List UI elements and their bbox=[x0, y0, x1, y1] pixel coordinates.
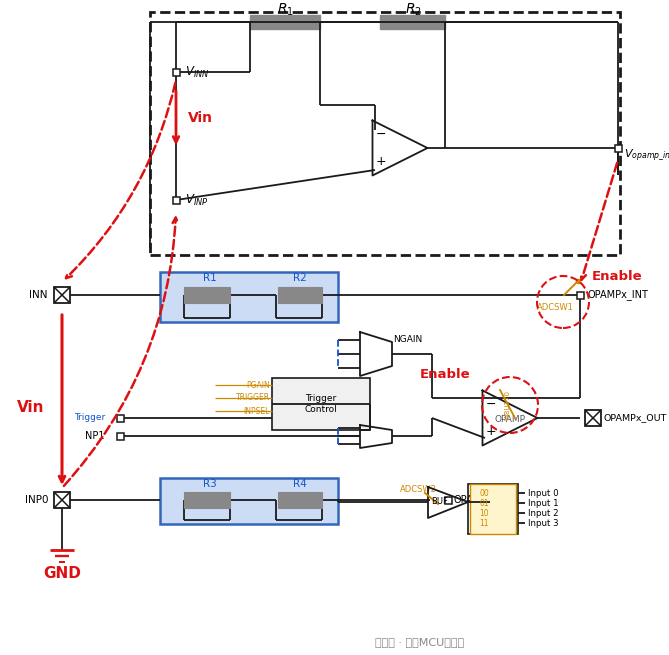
Text: OPAMPx_INT: OPAMPx_INT bbox=[588, 290, 649, 301]
Text: R4: R4 bbox=[293, 479, 307, 489]
Text: Enable: Enable bbox=[419, 369, 470, 381]
Text: Trigger: Trigger bbox=[74, 413, 105, 422]
Bar bbox=[468, 484, 518, 534]
Bar bbox=[173, 69, 179, 75]
Bar bbox=[380, 15, 445, 29]
Bar bbox=[150, 12, 620, 255]
Text: R1: R1 bbox=[203, 273, 217, 283]
Text: INPSEL: INPSEL bbox=[244, 407, 270, 415]
Text: BUF: BUF bbox=[432, 498, 448, 506]
Text: R3: R3 bbox=[203, 479, 217, 489]
Bar bbox=[184, 287, 230, 303]
Text: INN: INN bbox=[29, 290, 48, 300]
Text: Input 0: Input 0 bbox=[528, 489, 559, 498]
Text: OPAMPx_OUT: OPAMPx_OUT bbox=[603, 413, 666, 422]
Bar bbox=[444, 496, 452, 504]
Text: Trigger
Control: Trigger Control bbox=[304, 394, 337, 414]
Text: $V_{opamp\_int}$: $V_{opamp\_int}$ bbox=[624, 147, 669, 163]
Bar bbox=[184, 492, 230, 508]
Bar bbox=[278, 287, 322, 303]
Bar bbox=[116, 415, 124, 422]
Bar bbox=[272, 378, 370, 430]
Bar bbox=[160, 478, 338, 524]
Text: Vin: Vin bbox=[188, 111, 213, 125]
Bar bbox=[577, 291, 583, 299]
Text: −: − bbox=[485, 398, 496, 411]
Text: 11: 11 bbox=[479, 519, 489, 527]
Text: NGAIN: NGAIN bbox=[393, 335, 422, 345]
Text: 00: 00 bbox=[479, 489, 489, 498]
Text: Input 1: Input 1 bbox=[528, 498, 559, 508]
Text: INP0: INP0 bbox=[25, 495, 48, 505]
Text: TRIGGER: TRIGGER bbox=[236, 394, 270, 403]
Bar bbox=[54, 492, 70, 508]
Text: ADCSW2: ADCSW2 bbox=[399, 485, 436, 495]
Text: NP1: NP1 bbox=[86, 431, 105, 441]
Text: PGAIN: PGAIN bbox=[246, 381, 270, 390]
Text: Input 2: Input 2 bbox=[528, 508, 559, 517]
Bar bbox=[250, 15, 320, 29]
Text: W8U170: W8U170 bbox=[505, 390, 511, 420]
Text: −: − bbox=[375, 128, 386, 141]
Text: 公众号 · 智浦MCU加油站: 公众号 · 智浦MCU加油站 bbox=[375, 637, 464, 647]
Text: OPAMPx_OBS: OPAMPx_OBS bbox=[454, 495, 519, 506]
Bar bbox=[54, 287, 70, 303]
Text: +: + bbox=[485, 425, 496, 438]
Text: Input 3: Input 3 bbox=[528, 519, 559, 527]
Text: $V_{INP}$: $V_{INP}$ bbox=[185, 193, 209, 208]
Bar bbox=[585, 410, 601, 426]
Bar bbox=[470, 484, 516, 534]
Bar bbox=[116, 432, 124, 440]
Text: $V_{INN}$: $V_{INN}$ bbox=[185, 64, 209, 79]
Text: $R_1$: $R_1$ bbox=[276, 2, 294, 18]
Text: Enable: Enable bbox=[592, 269, 643, 282]
Text: GND: GND bbox=[43, 565, 81, 580]
Text: +: + bbox=[375, 155, 386, 168]
Text: 01: 01 bbox=[479, 498, 489, 508]
Text: OPAMP: OPAMP bbox=[494, 415, 526, 424]
Text: ADCSW1: ADCSW1 bbox=[537, 303, 573, 312]
Text: Vin: Vin bbox=[17, 400, 44, 415]
Bar bbox=[160, 272, 338, 322]
Bar bbox=[278, 492, 322, 508]
Text: $R_2$: $R_2$ bbox=[405, 2, 421, 18]
Bar bbox=[615, 145, 622, 151]
Text: R2: R2 bbox=[293, 273, 307, 283]
Text: 10: 10 bbox=[479, 508, 489, 517]
Bar bbox=[173, 196, 179, 204]
